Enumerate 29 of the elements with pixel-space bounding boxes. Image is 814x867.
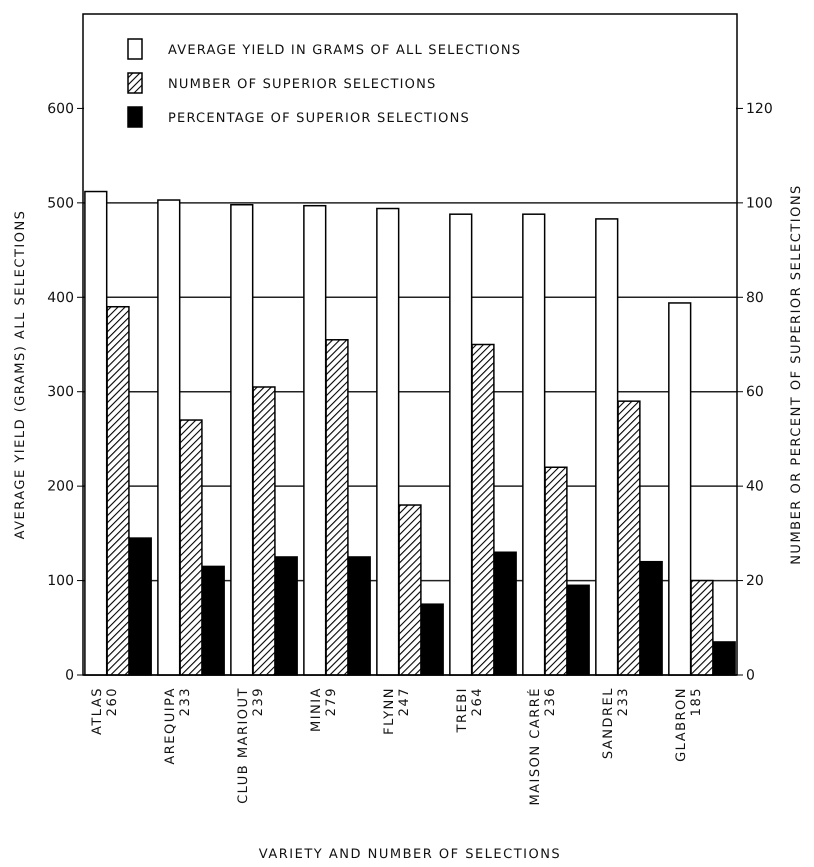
y2-tick-label: 20 — [746, 573, 764, 590]
y-axis-title: AVERAGE YIELD (GRAMS) ALL SELECTIONS — [13, 210, 28, 540]
y2-tick-label: 100 — [746, 195, 773, 212]
y-tick-label: 400 — [47, 290, 74, 306]
y2-tick-label: 120 — [746, 100, 773, 117]
x-axis-title: VARIETY AND NUMBER OF SELECTIONS — [258, 847, 562, 862]
legend-label: NUMBER OF SUPERIOR SELECTIONS — [168, 77, 436, 92]
y-tick-label: 600 — [47, 100, 74, 117]
y-tick-label: 500 — [47, 195, 74, 212]
x-tick-label: SANDREL 233 — [601, 687, 632, 760]
y2-tick-label: 40 — [746, 478, 764, 495]
x-tick-label: MINIA 279 — [309, 687, 340, 732]
y2-tick-label: 0 — [746, 667, 755, 684]
x-tick-label: CLUB MARIOUT 239 — [236, 687, 266, 804]
x-tick-label: GLABRON 185 — [674, 687, 704, 762]
y2-axis-title: NUMBER OR PERCENT OF SUPERIOR SELECTIONS — [789, 184, 804, 565]
y-tick-label: 0 — [65, 667, 74, 684]
y-tick-label: 300 — [47, 384, 74, 400]
x-tick-label: FLYNN 247 — [382, 687, 412, 735]
x-tick-label: ATLAS 260 — [90, 687, 120, 736]
x-tick-label: TREBI 264 — [455, 687, 486, 734]
y2-tick-label: 60 — [746, 384, 764, 400]
x-tick-label: AREQUIPA 233 — [163, 687, 194, 765]
y2-tick-label: 80 — [746, 290, 764, 306]
x-tick-label: MAISON CARRÉ 236 — [526, 687, 558, 806]
legend-label: AVERAGE YIELD IN GRAMS OF ALL SELECTIONS — [168, 43, 522, 58]
y-tick-label: 100 — [47, 573, 74, 590]
legend-label: PERCENTAGE OF SUPERIOR SELECTIONS — [168, 111, 470, 126]
y-tick-label: 200 — [47, 478, 74, 495]
